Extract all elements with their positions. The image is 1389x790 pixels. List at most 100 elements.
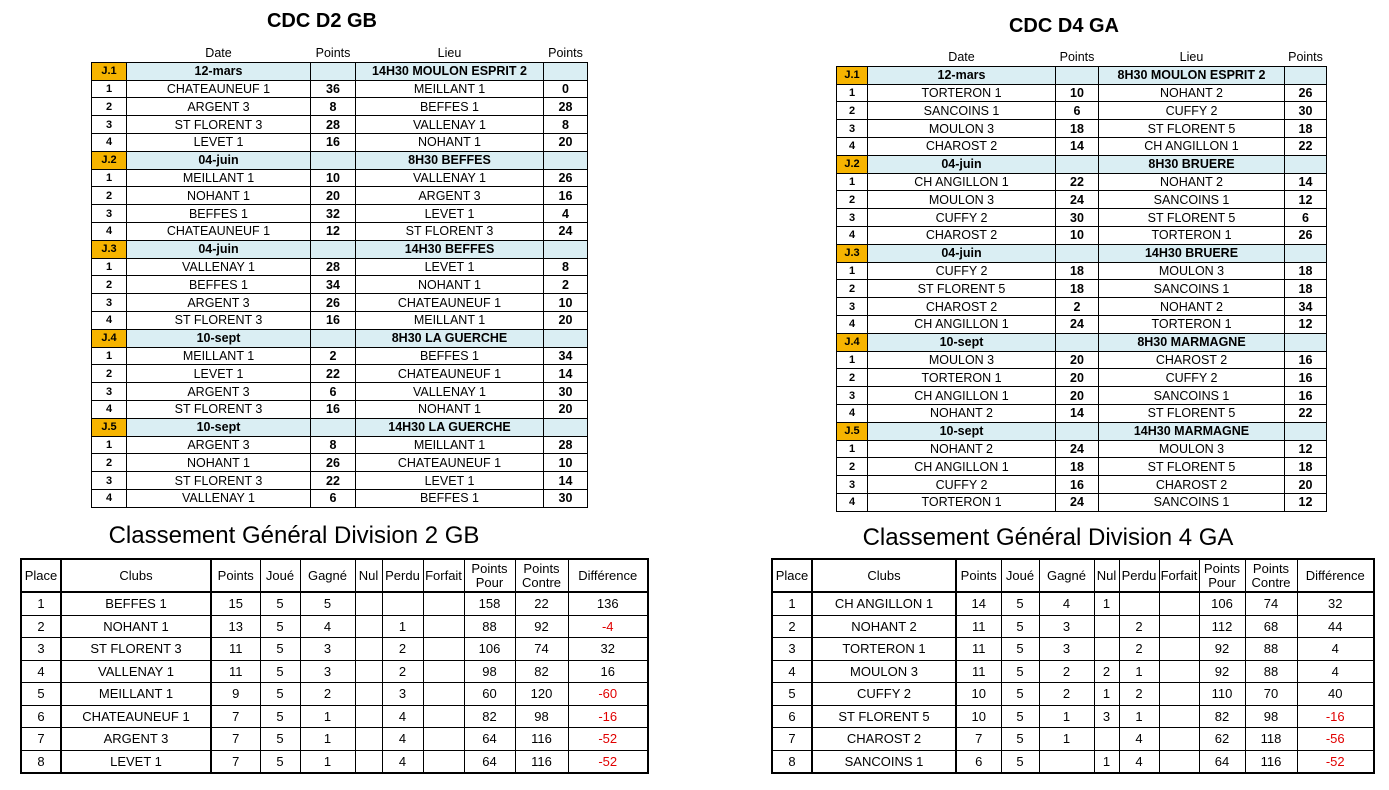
header-cell: Points [315, 46, 351, 61]
place: 1 [20, 591, 62, 616]
match-number: 4 [836, 225, 868, 245]
home-team: MEILLANT 1 [126, 346, 311, 366]
header-cell: Lieu [1179, 50, 1204, 65]
lost [381, 591, 424, 616]
difference: -4 [567, 614, 649, 638]
match-number: 1 [836, 172, 868, 192]
match-row: 2 NOHANT 1 26 CHATEAUNEUF 1 10 [91, 453, 588, 473]
club: MEILLANT 1 [60, 682, 212, 706]
won: 1 [299, 704, 356, 728]
home-points: 24 [1055, 314, 1099, 334]
header-cell: Points [210, 558, 261, 593]
club: NOHANT 2 [811, 614, 957, 638]
home-points: 20 [1055, 386, 1099, 405]
home-team: TORTERON 1 [867, 368, 1056, 388]
place: 5 [771, 682, 813, 706]
round-cell [310, 239, 356, 259]
lost: 1 [381, 614, 424, 638]
away-team: MOULON 3 [1098, 439, 1285, 459]
won: 1 [1038, 727, 1095, 751]
points: 14 [955, 591, 1002, 616]
match-number: 3 [836, 386, 868, 405]
round-date: 04-juin [126, 239, 311, 259]
standings-row: 3 ST FLORENT 3 11 5 3 2 106 74 32 [20, 637, 649, 661]
home-points: 24 [1055, 190, 1099, 210]
away-points: 24 [543, 221, 588, 241]
round-cell [1284, 154, 1327, 174]
lost: 2 [381, 659, 424, 683]
home-team: CHATEAUNEUF 1 [126, 79, 311, 99]
match-number: 4 [836, 403, 868, 423]
header-cell: Place [771, 558, 813, 593]
home-points: 18 [1055, 261, 1099, 281]
match-row: 4 CHAROST 2 14 CH ANGILLON 1 22 [836, 136, 1327, 156]
drawn [1093, 637, 1120, 661]
difference: -56 [1296, 727, 1375, 751]
round-date: 10-sept [867, 421, 1056, 441]
away-team: CUFFY 2 [1098, 368, 1285, 388]
points-against: 88 [1244, 659, 1298, 683]
match-number: 4 [91, 310, 127, 330]
header-cell: Gagné [1038, 558, 1095, 593]
drawn: 1 [1093, 682, 1120, 706]
header-cell: Points Contre [1244, 558, 1298, 593]
forfeit [1158, 591, 1200, 616]
round-cell [310, 328, 356, 348]
played: 5 [259, 682, 301, 706]
home-points: 26 [310, 453, 356, 473]
home-team: ST FLORENT 3 [126, 115, 311, 134]
header-cell: Perdu [381, 558, 424, 593]
difference: -16 [1296, 704, 1375, 728]
home-team: BEFFES 1 [126, 204, 311, 223]
home-points: 26 [310, 293, 356, 312]
home-team: MOULON 3 [867, 119, 1056, 138]
home-points: 14 [1055, 136, 1099, 156]
points-against: 82 [514, 659, 569, 683]
away-points: 20 [543, 399, 588, 419]
lost: 4 [381, 749, 424, 774]
match-number: 2 [91, 97, 127, 117]
round-row: J.5 10-sept 14H30 LA GUERCHE [91, 417, 588, 437]
home-team: LEVET 1 [126, 364, 311, 384]
round-venue: 8H30 BRUERE [1098, 154, 1285, 174]
match-row: 4 CHATEAUNEUF 1 12 ST FLORENT 3 24 [91, 221, 588, 241]
home-team: CHAROST 2 [867, 136, 1056, 156]
standings-row: 4 VALLENAY 1 11 5 3 2 98 82 16 [20, 659, 649, 683]
match-row: 4 VALLENAY 1 6 BEFFES 1 30 [91, 488, 588, 508]
forfeit [422, 749, 465, 774]
points-for: 82 [463, 704, 516, 728]
points-against: 98 [514, 704, 569, 728]
difference: 136 [567, 591, 649, 616]
round-cell [1284, 243, 1327, 263]
points-against: 68 [1244, 614, 1298, 638]
header-row: Place Clubs Points Joué Gagné Nul Perdu Forfait… [771, 558, 1375, 593]
points-against: 74 [514, 637, 569, 661]
match-row: 3 ST FLORENT 3 22 LEVET 1 14 [91, 471, 588, 490]
round-cell [1055, 421, 1099, 441]
played: 5 [1000, 727, 1040, 751]
points-for: 92 [1198, 659, 1246, 683]
schedule-title: CDC D4 GA [1008, 15, 1119, 37]
difference: -52 [567, 749, 649, 774]
match-number: 4 [836, 136, 868, 156]
home-points: 10 [1055, 225, 1099, 245]
match-row: 4 ST FLORENT 3 16 NOHANT 1 20 [91, 399, 588, 419]
match-row: 2 CH ANGILLON 1 18 ST FLORENT 5 18 [836, 457, 1327, 477]
header-cell: Date [948, 50, 975, 65]
lost [1118, 591, 1160, 616]
away-points: 16 [1284, 386, 1327, 405]
match-number: 3 [91, 293, 127, 312]
points-against: 116 [1244, 749, 1298, 774]
match-row: 3 MOULON 3 18 ST FLORENT 5 18 [836, 119, 1327, 138]
club: CH ANGILLON 1 [811, 591, 957, 616]
match-row: 2 LEVET 1 22 CHATEAUNEUF 1 14 [91, 364, 588, 384]
header-cell: Points [548, 46, 583, 61]
points: 7 [955, 727, 1002, 751]
home-points: 16 [310, 132, 356, 152]
schedule-table: Date Points Lieu Points J.1 12-mars 14H30 MOUL… [91, 45, 588, 508]
home-points: 10 [310, 168, 356, 188]
away-points: 20 [1284, 475, 1327, 494]
